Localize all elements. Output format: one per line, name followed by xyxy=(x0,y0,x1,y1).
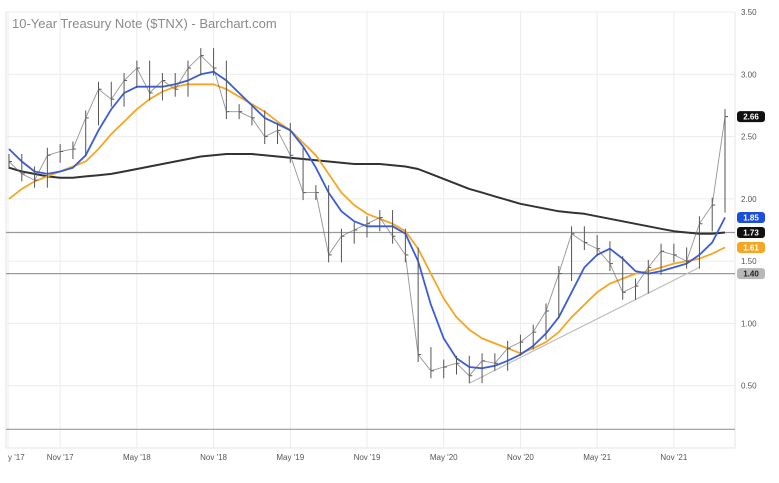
x-tick-label: May '18 xyxy=(123,453,151,462)
price-badge-box xyxy=(737,226,765,238)
price-line xyxy=(8,54,726,377)
x-tick-label: y '17 xyxy=(8,453,25,462)
y-tick-label: 2.00 xyxy=(741,195,757,204)
reference-lines xyxy=(6,231,735,430)
moving-average-line xyxy=(8,153,726,235)
price-badge-label: 1.73 xyxy=(743,228,759,237)
y-tick-label: 3.50 xyxy=(741,8,757,17)
y-tick-label: 2.50 xyxy=(741,133,757,142)
price-badge-box xyxy=(737,212,765,224)
price-badge-box xyxy=(737,268,765,280)
price-badge-label: 1.85 xyxy=(743,214,759,223)
x-tick-label: May '20 xyxy=(430,453,458,462)
x-axis: y '17 Nov '17 May '18 Nov '18 May '19 Nov '19… xyxy=(8,453,688,462)
moving-average-line xyxy=(8,83,726,355)
y-axis: 0.50 1.00 1.50 2.00 2.50 3.00 3.50 xyxy=(741,8,757,391)
price-badge: 1.73 xyxy=(737,226,765,238)
grid-layer xyxy=(5,11,736,449)
x-tick-label: May '21 xyxy=(583,453,611,462)
x-tick-label: Nov '20 xyxy=(507,453,534,462)
x-tick-label: Nov '21 xyxy=(660,453,687,462)
price-badge-box xyxy=(737,111,765,123)
price-badge: 1.85 xyxy=(737,212,765,224)
x-tick-label: Nov '18 xyxy=(200,453,227,462)
price-badges: 2.66 1.85 1.73 1.61 1.40 xyxy=(737,111,765,280)
y-tick-label: 1.50 xyxy=(741,257,757,266)
y-tick-label: 0.50 xyxy=(741,382,757,391)
price-badge-box xyxy=(737,241,765,253)
x-tick-label: Nov '19 xyxy=(354,453,381,462)
price-series xyxy=(8,48,728,384)
price-badge: 2.66 xyxy=(737,111,765,123)
price-badge: 1.40 xyxy=(737,268,765,280)
trendline xyxy=(469,266,700,384)
x-tick-label: Nov '17 xyxy=(47,453,74,462)
price-badge-label: 1.61 xyxy=(743,243,759,252)
y-tick-label: 1.00 xyxy=(741,319,757,328)
chart-title: 10-Year Treasury Note ($TNX) - Barchart.… xyxy=(12,16,277,31)
plot-frame xyxy=(5,11,736,449)
series-layer xyxy=(8,48,728,384)
price-badge: 1.61 xyxy=(737,241,765,253)
price-badge-label: 1.40 xyxy=(743,270,759,279)
y-tick-label: 3.00 xyxy=(741,70,757,79)
x-tick-label: May '19 xyxy=(276,453,304,462)
price-badge-label: 2.66 xyxy=(743,113,759,122)
